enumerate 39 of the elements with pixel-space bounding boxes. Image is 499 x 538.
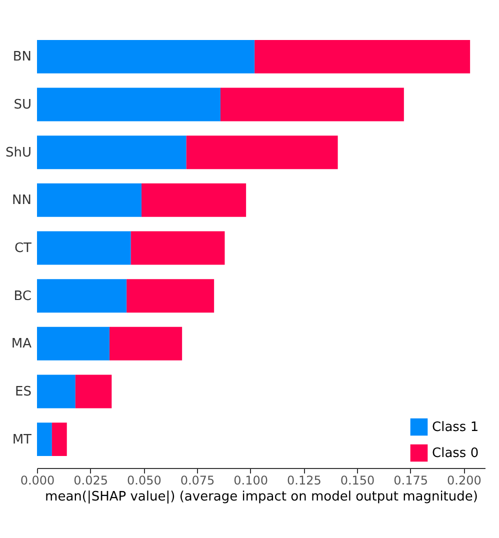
bar: [186, 136, 338, 170]
bar: [126, 279, 214, 313]
bar: [37, 279, 127, 313]
x-tick-label: 0.200: [446, 474, 482, 488]
y-tick-label: ES: [15, 384, 32, 400]
x-tick-label: 0.100: [234, 474, 268, 488]
bar: [110, 326, 182, 360]
x-tick-label: 0.175: [394, 474, 428, 488]
bar: [75, 374, 112, 408]
bar: [37, 88, 220, 122]
x-tick-label: 0.075: [180, 474, 215, 488]
x-tick-label: 0.150: [340, 474, 375, 488]
y-tick-label: ShU: [5, 145, 32, 160]
bar: [37, 231, 131, 265]
bar: [130, 231, 225, 265]
y-tick-label: BN: [12, 50, 32, 65]
y-tick-label: MT: [12, 432, 32, 448]
bar: [37, 326, 110, 360]
bar: [37, 374, 76, 408]
y-tick-label: NN: [12, 193, 32, 208]
bar: [142, 183, 246, 217]
bar: [37, 422, 52, 456]
bar: [37, 136, 186, 170]
legend-label: Class 0: [432, 446, 479, 461]
bar: [37, 183, 142, 217]
bar: [220, 88, 404, 122]
bar: [254, 40, 470, 74]
bar: [37, 40, 255, 74]
y-tick-label: CT: [14, 241, 32, 256]
x-axis-title: mean(|SHAP value|) (average impact on model output magnitude): [45, 490, 478, 504]
y-tick-label: BC: [14, 288, 32, 304]
x-tick-label: 0.000: [20, 474, 55, 488]
x-tick-label: 0.025: [74, 474, 108, 488]
legend-label: Class 1: [432, 420, 479, 435]
x-tick-label: 0.125: [286, 474, 322, 488]
x-tick-label: 0.050: [126, 474, 162, 488]
y-tick-label: SU: [14, 98, 32, 113]
bar: [52, 422, 67, 456]
y-tick-label: MA: [11, 336, 32, 352]
